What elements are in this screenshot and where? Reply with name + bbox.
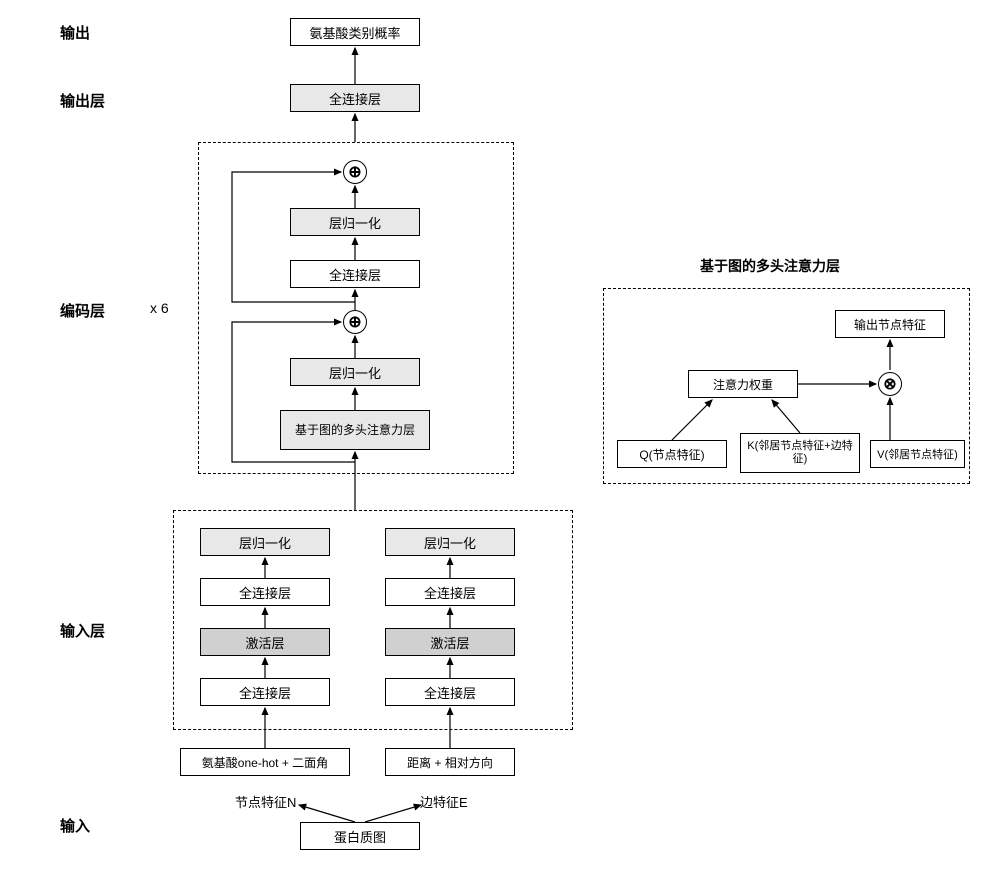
- layernorm-right: 层归一化: [385, 528, 515, 556]
- attn-weight-box: 注意力权重: [688, 370, 798, 398]
- activation-right: 激活层: [385, 628, 515, 656]
- attn-layer-box: 基于图的多头注意力层: [280, 410, 430, 450]
- section-output: 输出: [60, 22, 90, 43]
- times-op: ⊗: [878, 372, 902, 396]
- layernorm-left: 层归一化: [200, 528, 330, 556]
- activation-left: 激活层: [200, 628, 330, 656]
- attn-title: 基于图的多头注意力层: [700, 256, 840, 276]
- k-box: K(邻居节点特征+边特征): [740, 433, 860, 473]
- dist-dir-box: 距离 + 相对方向: [385, 748, 515, 776]
- v-box: V(邻居节点特征): [870, 440, 965, 468]
- section-input: 输入: [60, 815, 90, 836]
- fc-left-2: 全连接层: [200, 578, 330, 606]
- fc-right-2: 全连接层: [385, 578, 515, 606]
- section-output-layer: 输出层: [60, 90, 105, 111]
- protein-graph-box: 蛋白质图: [300, 822, 420, 850]
- q-box: Q(节点特征): [617, 440, 727, 468]
- aa-prob-box: 氨基酸类别概率: [290, 18, 420, 46]
- section-encoder: 编码层: [60, 300, 105, 321]
- fc-output-box: 全连接层: [290, 84, 420, 112]
- node-feat-label: 节点特征N: [235, 792, 296, 811]
- x6-label: x 6: [150, 300, 169, 316]
- fc-right-1: 全连接层: [385, 678, 515, 706]
- plus-top: ⊕: [343, 160, 367, 184]
- edge-feat-label: 边特征E: [420, 792, 468, 811]
- section-input-layer: 输入层: [60, 620, 105, 641]
- out-node-feat-box: 输出节点特征: [835, 310, 945, 338]
- fc-left-1: 全连接层: [200, 678, 330, 706]
- onehot-box: 氨基酸one-hot + 二面角: [180, 748, 350, 776]
- layernorm-1: 层归一化: [290, 208, 420, 236]
- plus-mid: ⊕: [343, 310, 367, 334]
- fc-enc-1: 全连接层: [290, 260, 420, 288]
- layernorm-2: 层归一化: [290, 358, 420, 386]
